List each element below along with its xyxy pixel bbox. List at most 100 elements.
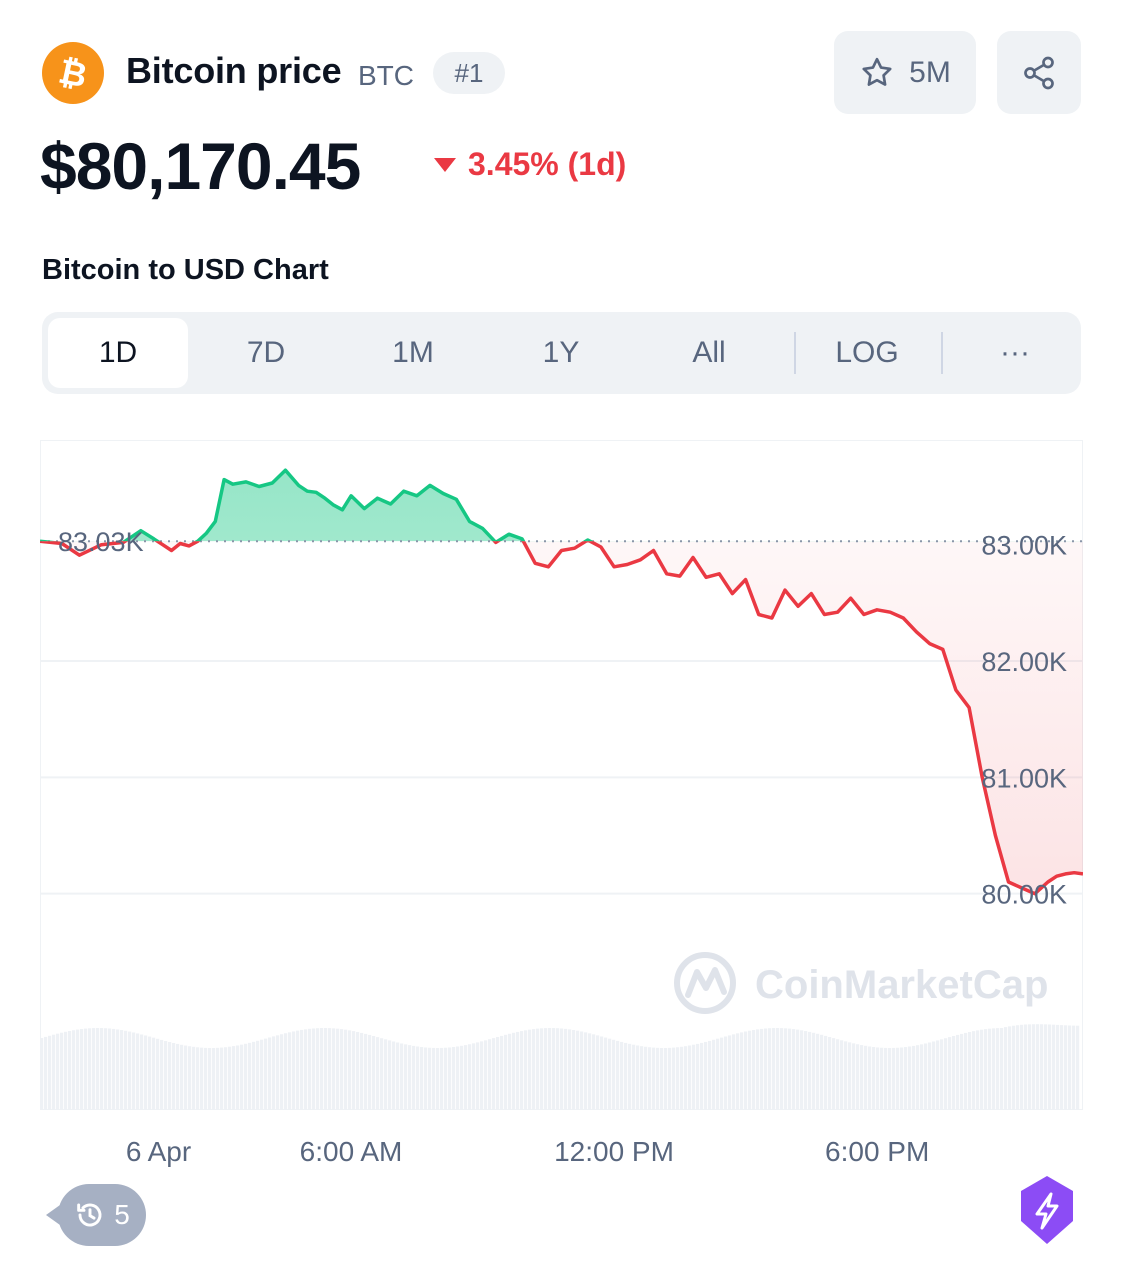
volume-bar: [340, 1029, 344, 1110]
volume-bar: [68, 1030, 72, 1110]
volume-bar: [136, 1033, 140, 1110]
price-chart-svg: CoinMarketCap 83.03K 83.00K 82.00K 81.00K 8…: [40, 440, 1083, 1110]
volume-bar: [928, 1042, 932, 1110]
volume-bar: [452, 1047, 456, 1110]
price-change-value: 3.45% (1d): [468, 146, 627, 182]
volume-bar: [880, 1047, 884, 1110]
volume-bar: [1076, 1025, 1080, 1110]
volume-bar: [240, 1044, 244, 1110]
volume-bar: [232, 1046, 236, 1110]
tab-divider: [941, 332, 943, 374]
volume-bar: [372, 1035, 376, 1110]
volume-bar: [48, 1035, 52, 1110]
volume-bar: [228, 1046, 232, 1110]
price-area: [40, 541, 1083, 894]
volume-bar: [1068, 1025, 1072, 1110]
volume-bar: [224, 1047, 228, 1110]
volume-bar: [804, 1031, 808, 1110]
volume-bar: [312, 1028, 316, 1110]
share-button[interactable]: [997, 31, 1081, 114]
volume-bar: [876, 1047, 880, 1110]
volume-bar: [84, 1028, 88, 1110]
volume-bar: [688, 1045, 692, 1110]
volume-bar: [708, 1040, 712, 1110]
volume-bar: [860, 1045, 864, 1110]
volume-bar: [100, 1028, 104, 1110]
volume-bar: [508, 1033, 512, 1110]
volume-bar: [816, 1033, 820, 1110]
volume-bar: [736, 1033, 740, 1110]
tab-1d[interactable]: 1D: [48, 318, 188, 388]
volume-bar: [1024, 1024, 1028, 1110]
volume-bar: [460, 1045, 464, 1110]
tab-log[interactable]: LOG: [835, 336, 899, 369]
volume-bar: [608, 1038, 612, 1110]
volume-bar: [720, 1037, 724, 1110]
volume-bar: [1012, 1025, 1016, 1110]
volume-bar: [732, 1034, 736, 1110]
watchlist-button[interactable]: 5M: [834, 31, 976, 114]
current-price: $80,170.45: [40, 129, 361, 203]
volume-bar: [740, 1032, 744, 1110]
volume-bar: [296, 1030, 300, 1110]
volume-bar: [560, 1028, 564, 1110]
volume-bar: [220, 1047, 224, 1110]
price-chart[interactable]: CoinMarketCap 83.03K 83.00K 82.00K 81.00K 8…: [40, 440, 1083, 1110]
volume-bar: [64, 1031, 68, 1110]
volume-bar: [784, 1028, 788, 1110]
volume-bar: [92, 1028, 96, 1110]
volume-bar: [392, 1041, 396, 1110]
volume-bar: [952, 1036, 956, 1110]
history-icon: [77, 1203, 102, 1227]
volume-bar: [252, 1041, 256, 1110]
volume-bar: [196, 1047, 200, 1110]
volume-bar: [60, 1032, 64, 1110]
volume-bar: [852, 1043, 856, 1110]
volume-bar: [532, 1029, 536, 1110]
volume-bar: [940, 1039, 944, 1110]
volume-bar: [576, 1030, 580, 1110]
volume-bar: [40, 1038, 44, 1110]
svg-text:₿: ₿: [55, 53, 90, 96]
more-options-button[interactable]: ···: [1000, 336, 1030, 369]
tab-1y[interactable]: 1Y: [542, 336, 580, 369]
volume-bar: [616, 1040, 620, 1110]
volume-bar: [544, 1028, 548, 1110]
volume-bar: [416, 1046, 420, 1110]
volume-bar: [284, 1033, 288, 1110]
history-tail: [46, 1205, 60, 1225]
tab-1m[interactable]: 1M: [392, 336, 434, 369]
volume-bar: [1056, 1024, 1060, 1110]
volume-bar: [836, 1039, 840, 1110]
volume-bar: [204, 1047, 208, 1110]
volume-bar: [828, 1036, 832, 1110]
volume-bar: [944, 1038, 948, 1110]
volume-bar: [972, 1031, 976, 1110]
volume-bar: [696, 1043, 700, 1110]
tab-all[interactable]: All: [692, 336, 726, 369]
volume-bar: [668, 1047, 672, 1110]
volume-bar: [176, 1043, 180, 1110]
volume-bar: [80, 1029, 84, 1110]
volume-bar: [396, 1042, 400, 1110]
volume-bar: [948, 1037, 952, 1110]
volume-bar: [168, 1042, 172, 1110]
tab-divider: [794, 332, 796, 374]
volume-bar: [448, 1047, 452, 1110]
volume-bar: [728, 1035, 732, 1110]
volume-bar: [620, 1041, 624, 1110]
volume-bar: [516, 1031, 520, 1110]
volume-bar: [268, 1037, 272, 1110]
volume-bar: [584, 1032, 588, 1110]
volume-bar: [300, 1029, 304, 1110]
history-button[interactable]: 5: [46, 1184, 146, 1246]
volume-bar: [488, 1039, 492, 1110]
volume-bar: [464, 1045, 468, 1110]
quick-action-button[interactable]: [1015, 1174, 1079, 1246]
volume-bar: [684, 1046, 688, 1110]
volume-bar: [1028, 1024, 1032, 1110]
volume-bar: [800, 1030, 804, 1110]
volume-bar: [184, 1045, 188, 1110]
tab-7d[interactable]: 7D: [246, 336, 286, 369]
volume-bar: [556, 1028, 560, 1110]
